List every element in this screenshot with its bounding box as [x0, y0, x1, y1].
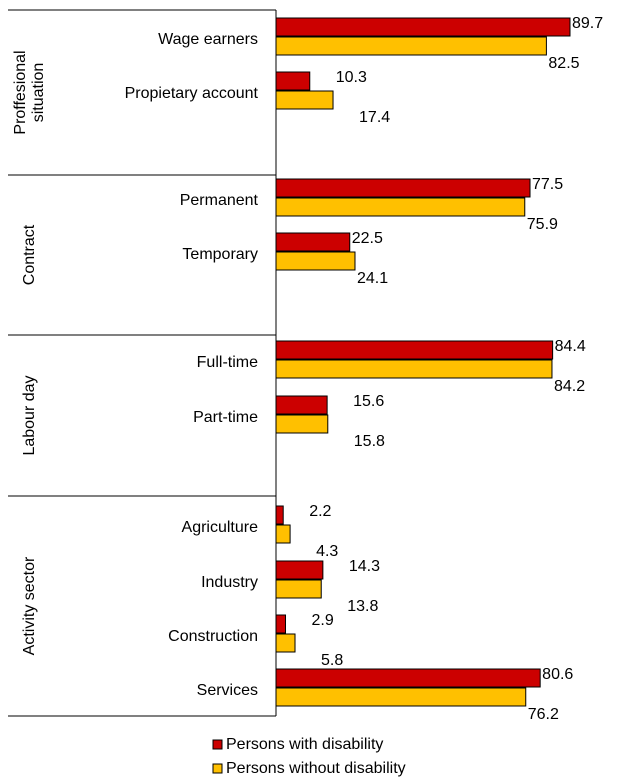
group-label: Proffesionalsituation — [12, 50, 47, 134]
bar — [275, 359, 553, 379]
value-label: 22.5 — [352, 230, 383, 247]
value-label: 24.1 — [357, 270, 388, 287]
value-label: 77.5 — [532, 176, 563, 193]
value-label: 14.3 — [349, 558, 380, 575]
value-label: 10.3 — [336, 69, 367, 86]
value-label: 84.2 — [554, 378, 585, 395]
bar — [275, 414, 329, 434]
value-label: 76.2 — [528, 706, 559, 723]
value-label: 17.4 — [359, 109, 390, 126]
value-label: 13.8 — [347, 598, 378, 615]
bar — [275, 90, 334, 110]
value-label: 82.5 — [548, 55, 579, 72]
group-label: Activity sector — [21, 556, 38, 655]
category-label: Agriculture — [182, 519, 259, 536]
value-label: 80.6 — [542, 666, 573, 683]
bar — [275, 17, 571, 37]
bar — [275, 197, 526, 217]
category-label: Propietary account — [125, 85, 259, 102]
bar — [275, 71, 311, 91]
bar — [275, 36, 547, 56]
bar — [275, 687, 527, 707]
category-label: Wage earners — [158, 31, 258, 48]
bar — [275, 251, 356, 271]
bar — [275, 560, 324, 580]
value-label: 15.6 — [353, 393, 384, 410]
value-label: 15.8 — [354, 433, 385, 450]
value-label: 89.7 — [572, 15, 603, 32]
category-label: Services — [197, 682, 258, 699]
category-label: Temporary — [182, 246, 258, 263]
category-label: Part-time — [193, 409, 258, 426]
bar — [275, 232, 351, 252]
category-label: Permanent — [180, 192, 259, 209]
value-label: 84.4 — [555, 338, 586, 355]
value-label: 75.9 — [527, 216, 558, 233]
bar — [275, 524, 291, 544]
group-label: Labour day — [21, 375, 38, 455]
bar — [275, 668, 541, 688]
bar — [275, 395, 328, 415]
legend-label: Persons with disability — [226, 736, 383, 753]
value-label: 4.3 — [316, 543, 338, 560]
legend-swatch — [212, 763, 223, 774]
bar — [275, 178, 531, 198]
value-label: 2.2 — [309, 503, 331, 520]
legend-swatch — [212, 739, 223, 750]
bar — [275, 505, 284, 525]
value-label: 5.8 — [321, 652, 343, 669]
value-label: 2.9 — [312, 612, 334, 629]
bar — [275, 579, 322, 599]
bar — [275, 633, 296, 653]
legend-label: Persons without disability — [226, 760, 406, 777]
category-label: Full-time — [197, 354, 258, 371]
group-label: Contract — [21, 224, 38, 285]
category-label: Industry — [201, 574, 258, 591]
bar — [275, 614, 287, 634]
category-label: Construction — [168, 628, 258, 645]
bar — [275, 340, 554, 360]
